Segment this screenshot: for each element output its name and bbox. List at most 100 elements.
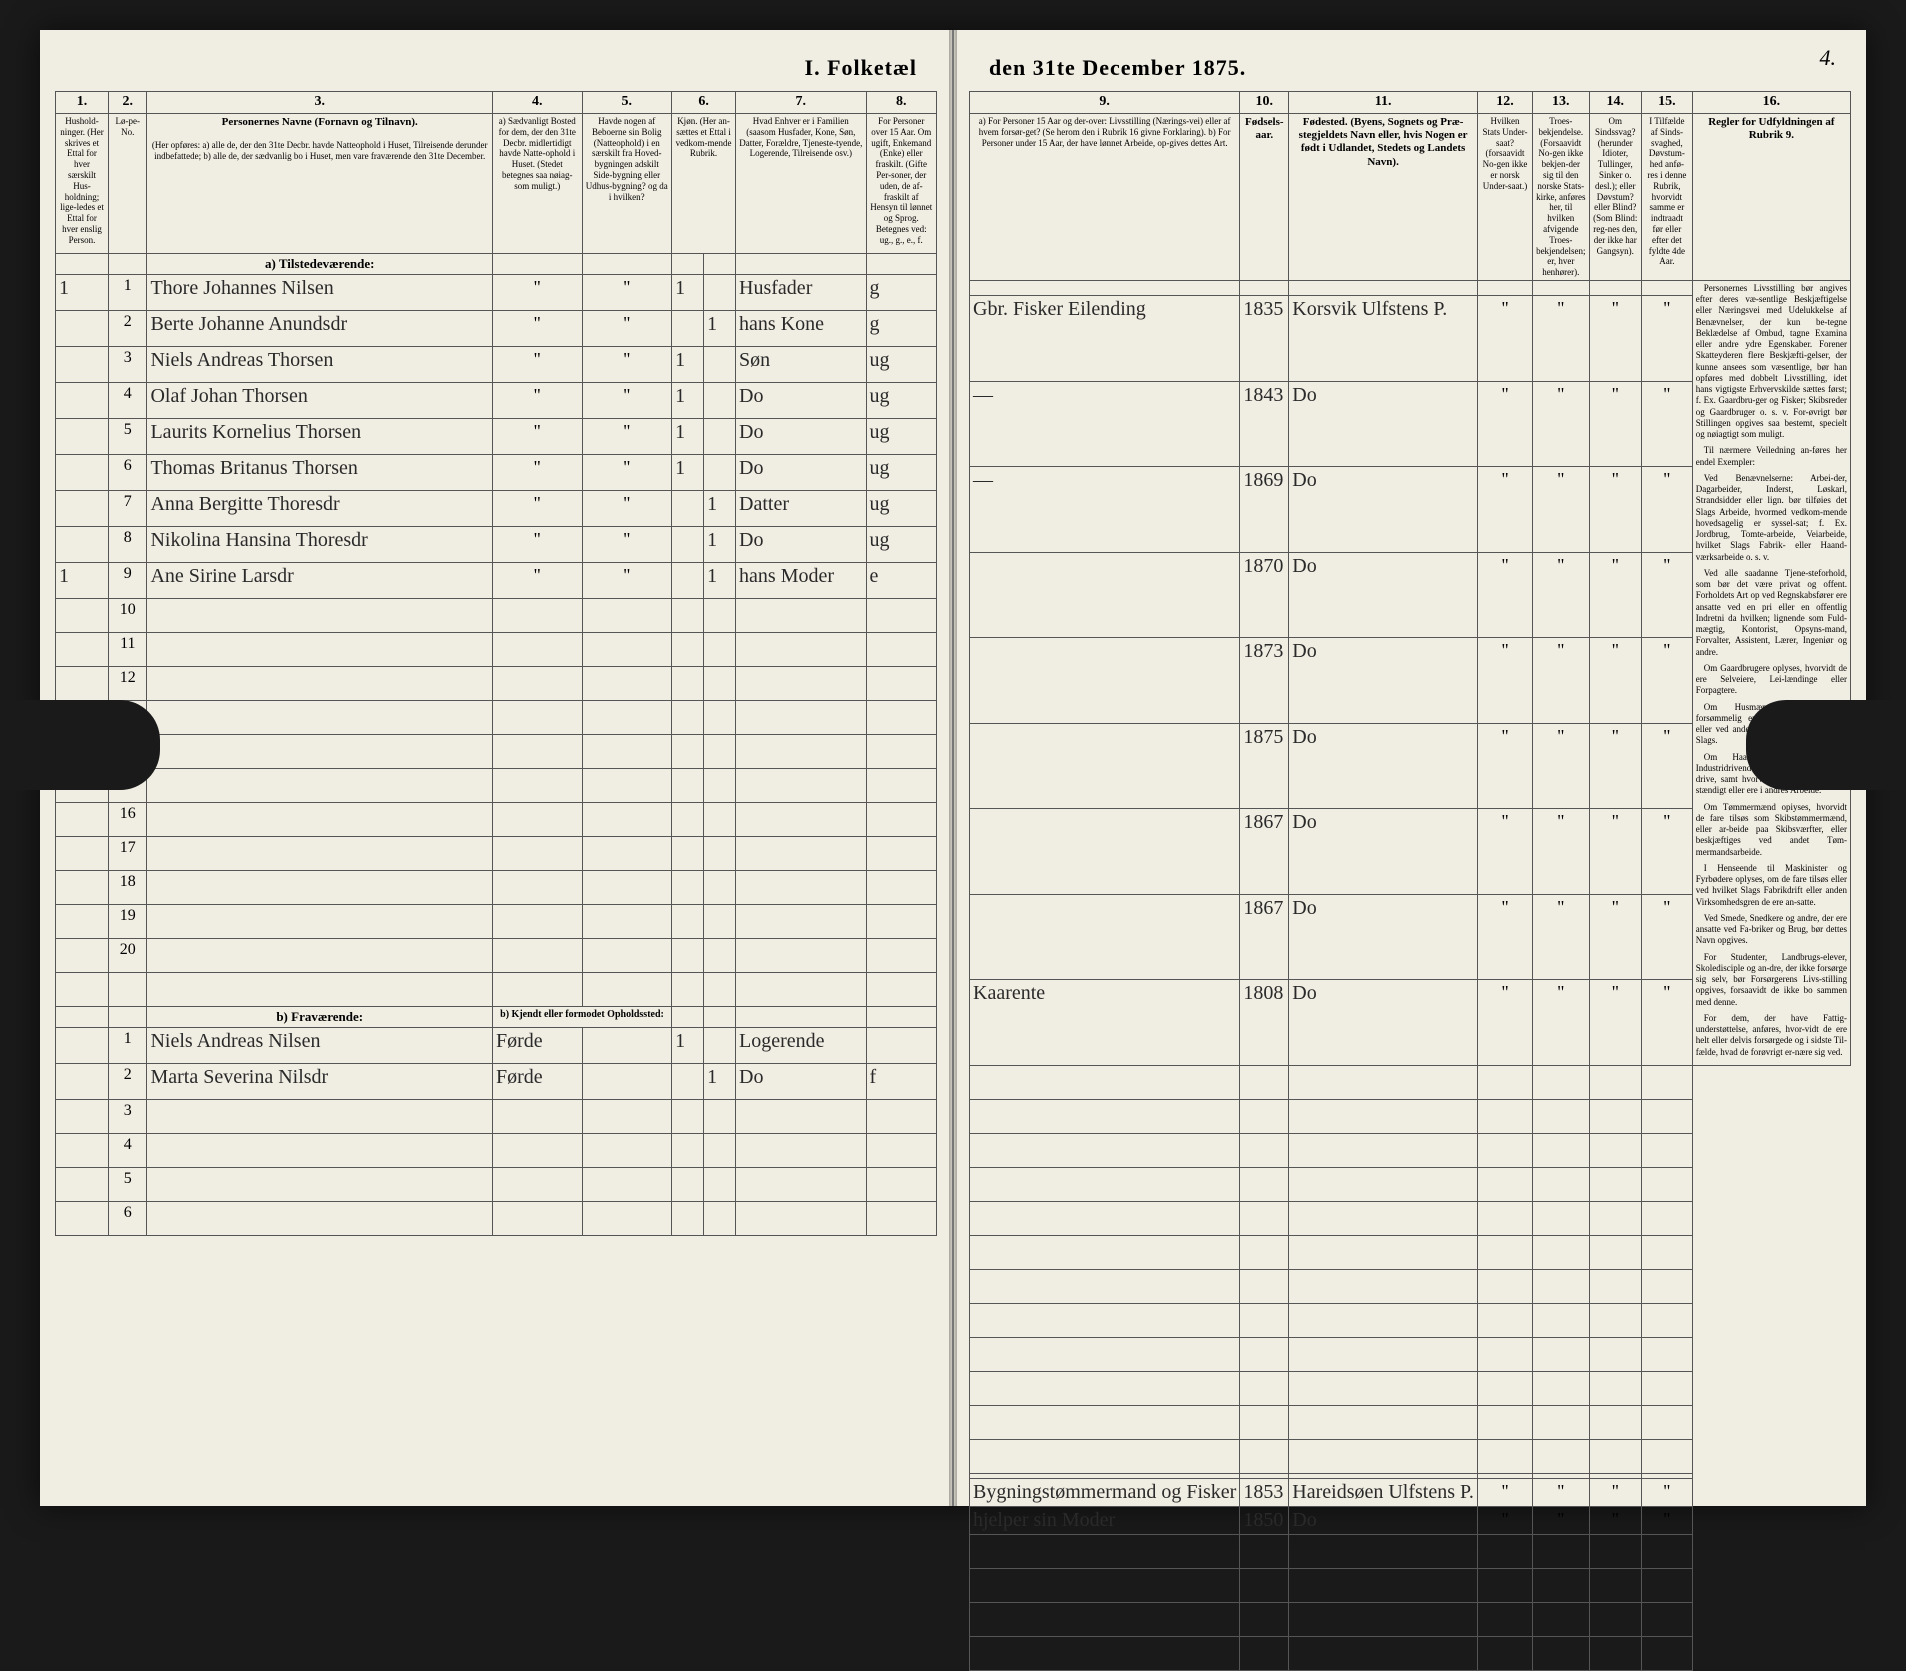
colnum: 5.	[582, 92, 672, 114]
c14: "	[1589, 638, 1641, 724]
family-pos: Do	[736, 419, 867, 455]
female: 1	[704, 311, 736, 347]
table-row	[970, 1065, 1851, 1099]
row-num: 2	[109, 1064, 147, 1100]
colnum: 7.	[736, 92, 867, 114]
c4: Førde	[492, 1028, 582, 1064]
c5	[582, 1028, 672, 1064]
birthplace: Do	[1289, 894, 1478, 980]
person-name: Thomas Britanus Thorsen	[147, 455, 492, 491]
table-row: 11	[56, 633, 937, 667]
birth-year: 1835	[1240, 296, 1289, 382]
c4: "	[492, 383, 582, 419]
header-c9: a) For Personer 15 Aar og der-over: Livs…	[970, 114, 1240, 281]
table-row	[56, 973, 937, 1007]
c14: "	[1589, 809, 1641, 895]
c15: "	[1641, 467, 1692, 553]
birth-year: 1875	[1240, 723, 1289, 809]
occupation: Bygningstømmermand og Fisker	[970, 1478, 1240, 1506]
row-num: 19	[109, 905, 147, 939]
row-num: 1	[109, 275, 147, 311]
header-c15: I Tilfælde af Sinds-svaghed, Døvstum-hed…	[1641, 114, 1692, 281]
birth-year: 1867	[1240, 809, 1289, 895]
occupation: —	[970, 381, 1240, 467]
table-row: 12	[56, 667, 937, 701]
c4: "	[492, 491, 582, 527]
male: 1	[672, 347, 704, 383]
family-pos: Husfader	[736, 275, 867, 311]
person-name: Olaf Johan Thorsen	[147, 383, 492, 419]
female	[704, 419, 736, 455]
household-num: 1	[56, 275, 109, 311]
ledger-book: I. Folketæl 1. 2. 3. 4. 5. 6. 7. 8. Hush…	[40, 30, 1866, 1506]
header-c12: Hvilken Stats Under-saat? (forsaavidt No…	[1477, 114, 1532, 281]
colnum: 1.	[56, 92, 109, 114]
c5: "	[582, 455, 672, 491]
civil: ug	[866, 383, 936, 419]
c4: Førde	[492, 1064, 582, 1100]
colnum: 3.	[147, 92, 492, 114]
row-num: 3	[109, 347, 147, 383]
c13: "	[1533, 296, 1589, 382]
title-right: den 31te December 1875.	[969, 50, 1851, 91]
civil: ug	[866, 527, 936, 563]
header-c2: Lø-pe-No.	[109, 114, 147, 254]
table-row: 10	[56, 599, 937, 633]
person-name: Anna Bergitte Thoresdr	[147, 491, 492, 527]
c15: "	[1641, 1506, 1692, 1534]
rules-paragraph: Personernes Livsstilling bør angives eft…	[1696, 283, 1847, 441]
c15: "	[1641, 809, 1692, 895]
table-row	[970, 1099, 1851, 1133]
person-name: Marta Severina Nilsdr	[147, 1064, 492, 1100]
table-row: 3 Niels Andreas Thorsen " " 1 Søn ug	[56, 347, 937, 383]
colnum: 2.	[109, 92, 147, 114]
row-num: 5	[109, 419, 147, 455]
c15: "	[1641, 296, 1692, 382]
table-row: hjelper sin Moder 1850 Do " " " "	[970, 1506, 1851, 1534]
civil: g	[866, 275, 936, 311]
female	[704, 455, 736, 491]
table-row: 19	[56, 905, 937, 939]
household-num	[56, 311, 109, 347]
person-name: Berte Johanne Anundsdr	[147, 311, 492, 347]
colnum: 9.	[970, 92, 1240, 114]
male: 1	[672, 455, 704, 491]
female: 1	[704, 563, 736, 599]
civil: ug	[866, 491, 936, 527]
civil: g	[866, 311, 936, 347]
table-row	[970, 1167, 1851, 1201]
person-name: Niels Andreas Thorsen	[147, 347, 492, 383]
header-c1: Hushold-ninger. (Her skrives et Ettal fo…	[56, 114, 109, 254]
book-spine	[949, 30, 957, 1506]
row-num: 6	[109, 1202, 147, 1236]
c12: "	[1477, 381, 1532, 467]
c15: "	[1641, 1478, 1692, 1506]
male	[672, 527, 704, 563]
occupation: hjelper sin Moder	[970, 1506, 1240, 1534]
birth-year: 1853	[1240, 1478, 1289, 1506]
rules-paragraph: Ved alle saadanne Tjene-steforhold, som …	[1696, 568, 1847, 658]
civil	[866, 1028, 936, 1064]
occupation: Kaarente	[970, 980, 1240, 1066]
female: 1	[704, 527, 736, 563]
c5: "	[582, 383, 672, 419]
c5: "	[582, 419, 672, 455]
family-pos: hans Kone	[736, 311, 867, 347]
table-row: 3	[56, 1100, 937, 1134]
table-row: 7 Anna Bergitte Thoresdr " " 1 Datter ug	[56, 491, 937, 527]
birthplace: Do	[1289, 809, 1478, 895]
colnum: 11.	[1289, 92, 1478, 114]
table-row: 1 9 Ane Sirine Larsdr " " 1 hans Moder e	[56, 563, 937, 599]
c4: "	[492, 455, 582, 491]
page-number: 4.	[1820, 45, 1837, 71]
c15: "	[1641, 980, 1692, 1066]
colnum: 14.	[1589, 92, 1641, 114]
male: 1	[672, 1028, 704, 1064]
table-row: 17	[56, 837, 937, 871]
occupation	[970, 552, 1240, 638]
table-row	[970, 1303, 1851, 1337]
rules-column: Personernes Livsstilling bør angives eft…	[1692, 280, 1850, 1065]
table-row: 1 1 Thore Johannes Nilsen " " 1 Husfader…	[56, 275, 937, 311]
c14: "	[1589, 894, 1641, 980]
family-pos: Do	[736, 527, 867, 563]
